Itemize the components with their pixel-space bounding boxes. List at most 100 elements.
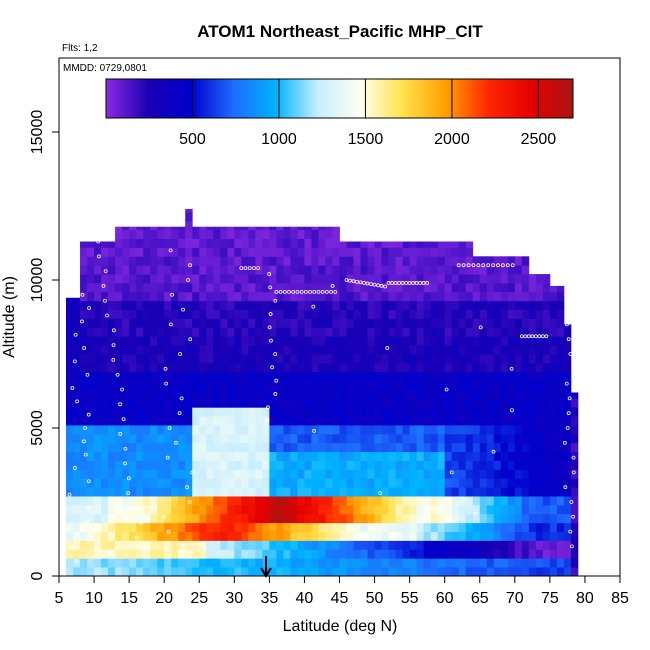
heatmap-cell <box>346 241 354 248</box>
heatmap-cell <box>311 354 319 364</box>
track-point <box>96 239 101 244</box>
heatmap-cell <box>283 460 291 470</box>
heatmap-cell <box>542 354 551 364</box>
heatmap-cell <box>297 567 305 577</box>
heatmap-cell <box>402 504 411 515</box>
heatmap-cell <box>234 274 242 284</box>
heatmap-cell <box>388 416 396 426</box>
heatmap-cell <box>374 309 382 319</box>
heatmap-cell <box>535 513 544 524</box>
heatmap-cell <box>115 318 123 328</box>
heatmap-cell <box>213 504 221 515</box>
heatmap-cell <box>143 478 151 488</box>
heatmap-cell <box>304 504 312 515</box>
heatmap-cell <box>479 504 488 515</box>
heatmap-cell <box>255 513 263 524</box>
y-tick-label: 10000 <box>29 258 46 303</box>
heatmap-cell <box>185 300 193 310</box>
heatmap-cell <box>444 540 453 550</box>
heatmap-cell <box>297 416 305 426</box>
heatmap-cell <box>192 282 200 293</box>
heatmap-cell <box>241 327 249 337</box>
heatmap-cell <box>402 282 411 293</box>
heatmap-cell <box>493 256 502 266</box>
heatmap-cell <box>458 318 467 328</box>
heatmap-cell <box>318 238 326 248</box>
heatmap-cell <box>192 407 200 417</box>
heatmap-cell <box>493 567 502 577</box>
heatmap-cell <box>171 265 179 275</box>
heatmap-cell <box>486 265 495 275</box>
heatmap-cell <box>374 389 382 399</box>
heatmap-cell <box>402 496 411 506</box>
heatmap-cell <box>283 442 291 453</box>
heatmap-cell <box>549 425 558 435</box>
heatmap-cell <box>157 282 165 293</box>
heatmap-cell <box>528 327 537 337</box>
heatmap-cell <box>241 345 249 355</box>
heatmap-cell <box>367 309 375 319</box>
heatmap-cell <box>66 451 74 461</box>
heatmap-cell <box>381 407 389 417</box>
heatmap-cell <box>227 531 235 541</box>
heatmap-cell <box>542 398 551 408</box>
heatmap-cell <box>465 451 474 461</box>
heatmap-cell <box>199 238 207 248</box>
heatmap-cell <box>87 265 95 275</box>
heatmap-cell <box>332 256 340 266</box>
heatmap-cell <box>416 567 425 577</box>
heatmap-cell <box>381 425 389 435</box>
heatmap-cell <box>409 478 418 488</box>
heatmap-cell <box>486 531 495 541</box>
heatmap-cell <box>535 318 544 328</box>
heatmap-cell <box>164 226 172 231</box>
heatmap-cell <box>472 407 481 417</box>
heatmap-cell <box>157 309 165 319</box>
heatmap-cell <box>500 362 509 373</box>
heatmap-cell <box>171 300 179 310</box>
heatmap-cell <box>493 504 502 515</box>
heatmap-cell <box>73 567 81 577</box>
heatmap-cell <box>108 398 116 408</box>
heatmap-cell <box>402 247 411 257</box>
heatmap-cell <box>87 398 95 408</box>
heatmap-cell <box>367 460 375 470</box>
heatmap-cell <box>241 478 249 488</box>
heatmap-cell <box>304 256 312 266</box>
heatmap-cell <box>437 327 446 337</box>
heatmap-cell <box>136 327 144 337</box>
heatmap-cell <box>108 327 116 337</box>
heatmap-cell <box>304 531 312 541</box>
heatmap-cell <box>430 282 439 293</box>
heatmap-cell <box>227 247 235 257</box>
heatmap-cell <box>206 451 214 461</box>
heatmap-cell <box>479 425 488 435</box>
heatmap-cell <box>325 558 333 568</box>
heatmap-cell <box>122 478 130 488</box>
heatmap-cell <box>283 522 291 532</box>
heatmap-cell <box>248 226 256 231</box>
heatmap-cell <box>234 300 242 310</box>
heatmap-cell <box>346 389 354 399</box>
heatmap-cell <box>255 247 263 257</box>
heatmap-cell <box>472 309 481 319</box>
heatmap-cell <box>122 549 130 559</box>
heatmap-cell <box>311 540 319 550</box>
track-point <box>404 281 409 285</box>
heatmap-cell <box>297 336 305 346</box>
heatmap-cell <box>472 531 481 541</box>
heatmap-cell <box>290 318 298 328</box>
heatmap-cell <box>136 398 144 408</box>
heatmap-cell <box>255 504 263 515</box>
heatmap-cell <box>360 265 368 275</box>
heatmap-cell <box>528 336 537 346</box>
heatmap-cell <box>332 451 340 461</box>
heatmap-cell <box>262 540 270 550</box>
track-point <box>378 491 383 496</box>
heatmap-cell <box>465 291 474 302</box>
heatmap-cell <box>234 327 242 337</box>
heatmap-cell <box>94 522 102 532</box>
heatmap-cell <box>80 540 88 550</box>
heatmap-cell <box>535 531 544 541</box>
heatmap-cell <box>171 478 179 488</box>
